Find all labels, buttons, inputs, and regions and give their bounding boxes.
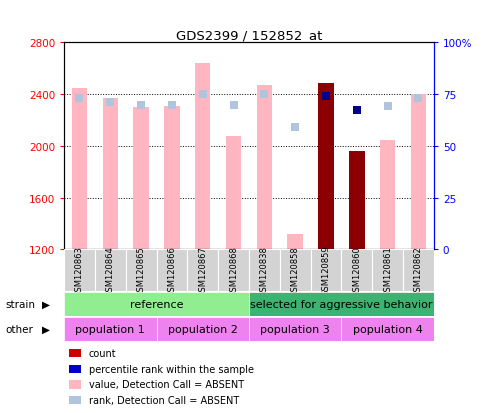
Text: strain: strain [5, 299, 35, 309]
FancyBboxPatch shape [249, 292, 434, 316]
FancyBboxPatch shape [403, 250, 434, 291]
Text: percentile rank within the sample: percentile rank within the sample [89, 364, 254, 374]
Bar [226, 136, 241, 250]
Text: GSM120838: GSM120838 [260, 245, 269, 296]
Point [322, 93, 330, 100]
Bar [287, 235, 303, 250]
Text: other: other [5, 324, 33, 334]
FancyBboxPatch shape [95, 250, 126, 291]
Bar [103, 99, 118, 250]
Text: GSM120865: GSM120865 [137, 245, 145, 296]
Point [199, 92, 207, 98]
FancyBboxPatch shape [249, 250, 280, 291]
Title: GDS2399 / 152852_at: GDS2399 / 152852_at [176, 29, 322, 42]
FancyBboxPatch shape [280, 250, 311, 291]
Point [168, 102, 176, 109]
FancyBboxPatch shape [64, 292, 249, 316]
Text: GSM120862: GSM120862 [414, 245, 423, 296]
Text: rank, Detection Call = ABSENT: rank, Detection Call = ABSENT [89, 395, 239, 405]
Text: population 1: population 1 [75, 324, 145, 334]
FancyBboxPatch shape [372, 250, 403, 291]
Text: GSM120861: GSM120861 [383, 245, 392, 296]
FancyBboxPatch shape [126, 250, 157, 291]
Text: GSM120863: GSM120863 [75, 245, 84, 296]
FancyBboxPatch shape [64, 250, 95, 291]
Text: GSM120867: GSM120867 [198, 245, 207, 296]
Point [106, 100, 114, 106]
Bar [257, 86, 272, 250]
FancyBboxPatch shape [187, 250, 218, 291]
Text: ▶: ▶ [42, 324, 50, 334]
Text: count: count [89, 348, 116, 358]
Point [137, 102, 145, 109]
Point [384, 103, 391, 110]
Text: GSM120858: GSM120858 [291, 245, 300, 296]
Bar [72, 88, 87, 250]
Text: GSM120859: GSM120859 [321, 245, 330, 296]
Text: reference: reference [130, 299, 183, 309]
Bar [164, 107, 179, 250]
Point [75, 95, 83, 102]
Text: value, Detection Call = ABSENT: value, Detection Call = ABSENT [89, 380, 244, 389]
Text: ▶: ▶ [42, 299, 50, 309]
Text: GSM120864: GSM120864 [106, 245, 115, 296]
FancyBboxPatch shape [249, 317, 341, 341]
Text: selected for aggressive behavior: selected for aggressive behavior [250, 299, 433, 309]
Bar [349, 152, 364, 250]
Bar [134, 108, 149, 250]
Text: GSM120868: GSM120868 [229, 245, 238, 296]
Point [415, 95, 423, 102]
Point [230, 102, 238, 109]
Text: population 4: population 4 [352, 324, 423, 334]
Point [291, 124, 299, 131]
Point [353, 107, 361, 114]
Text: GSM120866: GSM120866 [168, 245, 176, 296]
Bar [195, 64, 211, 250]
Text: population 3: population 3 [260, 324, 330, 334]
Bar [411, 95, 426, 250]
Text: population 2: population 2 [168, 324, 238, 334]
FancyBboxPatch shape [218, 250, 249, 291]
Bar [380, 140, 395, 250]
FancyBboxPatch shape [157, 317, 249, 341]
Text: GSM120860: GSM120860 [352, 245, 361, 296]
FancyBboxPatch shape [157, 250, 187, 291]
FancyBboxPatch shape [341, 250, 372, 291]
Point [260, 92, 268, 98]
Bar [318, 83, 334, 250]
FancyBboxPatch shape [64, 317, 157, 341]
FancyBboxPatch shape [311, 250, 341, 291]
FancyBboxPatch shape [341, 317, 434, 341]
